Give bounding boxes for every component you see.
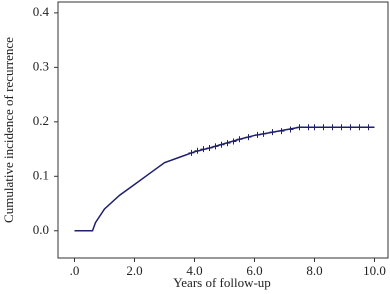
- x-tick-label: 2.0: [126, 263, 142, 278]
- censor-mark: [260, 130, 267, 137]
- y-tick-label: 0.2: [33, 113, 49, 128]
- censor-mark: [224, 140, 231, 147]
- censor-mark: [200, 146, 207, 153]
- x-tick-label: 8.0: [306, 263, 322, 278]
- censor-mark: [245, 134, 252, 141]
- censor-mark: [296, 124, 303, 131]
- censor-mark: [236, 136, 243, 143]
- censor-mark: [206, 144, 213, 151]
- y-axis-label: Cumulative incidence of recurrence: [1, 37, 16, 223]
- censor-mark: [338, 124, 345, 131]
- y-tick-label: 0.0: [33, 222, 49, 237]
- x-tick-label: 6.0: [246, 263, 262, 278]
- x-tick-label: 10.0: [363, 263, 386, 278]
- censor-mark: [287, 126, 294, 133]
- censor-mark: [311, 124, 318, 131]
- censor-mark: [329, 124, 336, 131]
- x-axis-label: Years of follow-up: [173, 275, 271, 290]
- censor-mark: [269, 129, 276, 136]
- censor-mark: [212, 143, 219, 150]
- censor-mark: [365, 124, 372, 131]
- censor-mark: [278, 128, 285, 135]
- x-tick-label: 4.0: [186, 263, 202, 278]
- censor-mark: [320, 124, 327, 131]
- censor-mark: [254, 131, 261, 138]
- censor-mark: [356, 124, 363, 131]
- censor-mark: [218, 141, 225, 148]
- censor-mark: [230, 138, 237, 145]
- censor-mark: [194, 147, 201, 154]
- y-tick-label: 0.3: [33, 58, 49, 73]
- y-tick-label: 0.4: [33, 4, 50, 19]
- censor-mark: [305, 124, 312, 131]
- censor-mark: [347, 124, 354, 131]
- censor-mark: [188, 149, 195, 156]
- x-tick-label: .0: [70, 263, 80, 278]
- y-tick-label: 0.1: [33, 167, 49, 182]
- plot-frame: [57, 1, 389, 259]
